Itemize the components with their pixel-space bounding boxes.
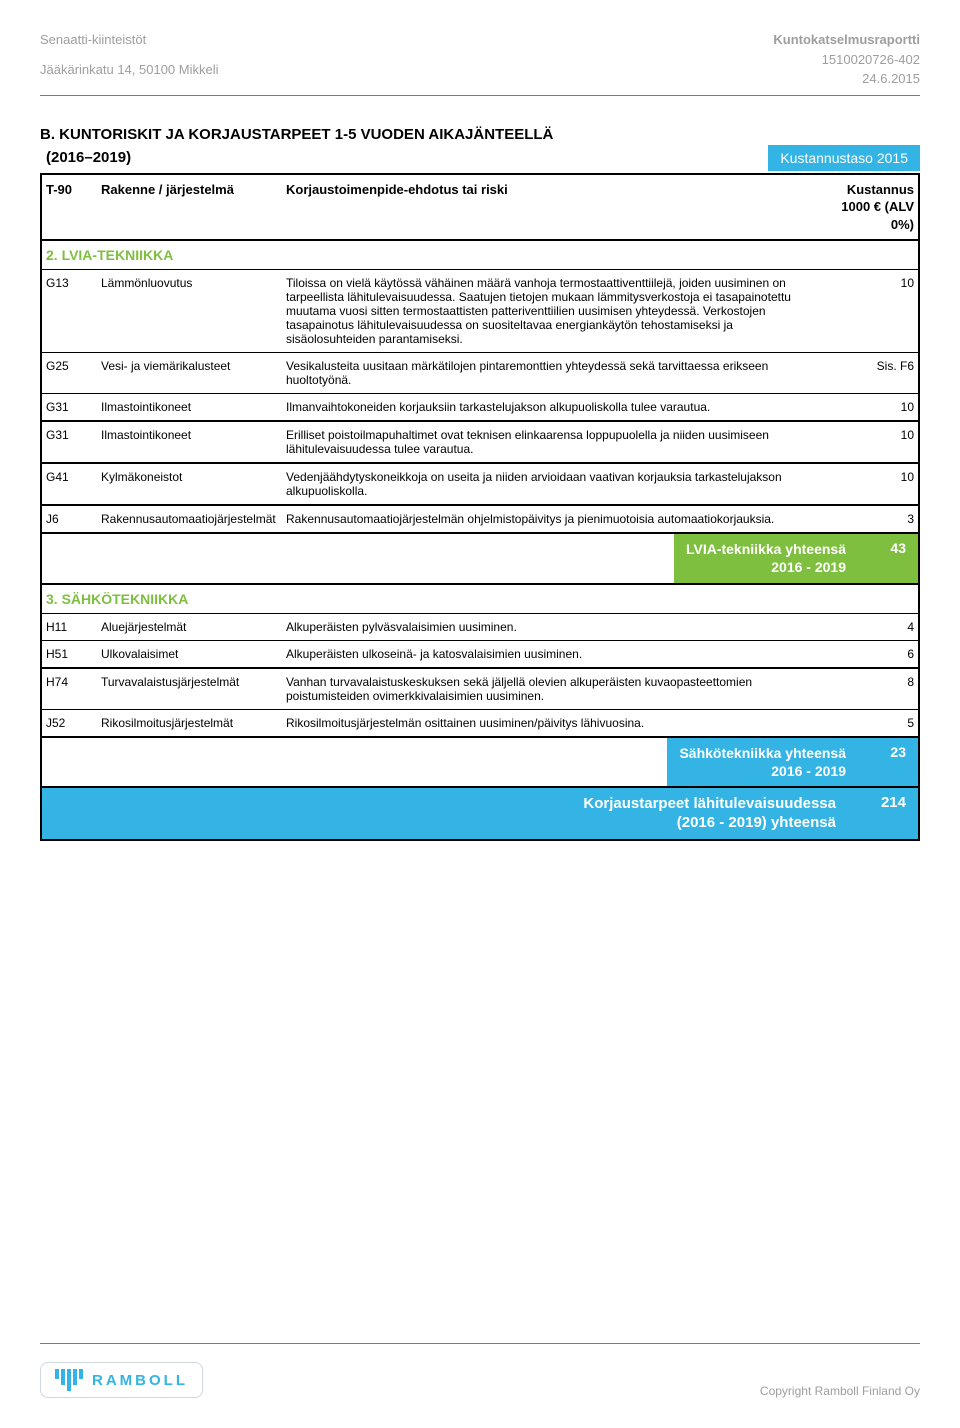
col-name-header: Rakenne / järjestelmä <box>97 175 282 240</box>
col-desc-header: Korjaustoimenpide-ehdotus tai riski <box>282 175 823 240</box>
logo-bars-icon <box>55 1369 83 1391</box>
cell-desc: Rikosilmoitusjärjestelmän osittainen uus… <box>282 710 823 736</box>
cell-code: J52 <box>42 710 97 736</box>
table-row: G31IlmastointikoneetErilliset poistoilma… <box>42 420 918 462</box>
cell-cost: 4 <box>823 614 918 640</box>
section-b-title-line1: B. KUNTORISKIT JA KORJAUSTARPEET 1-5 VUO… <box>40 124 920 145</box>
grand-total: Korjaustarpeet lähitulevaisuudessa(2016 … <box>42 786 918 839</box>
col-cost-header: Kustannus 1000 € (ALV 0%) <box>823 175 918 240</box>
table-row: J6RakennusautomaatiojärjestelmätRakennus… <box>42 504 918 532</box>
section3-subtotal-value: 23 <box>846 744 906 780</box>
page-header: Senaatti-kiinteistöt Jääkärinkatu 14, 50… <box>40 30 920 89</box>
section3-subtotal-label: Sähkötekniikka yhteensä2016 - 2019 <box>679 744 846 780</box>
header-divider <box>40 95 920 96</box>
section-b-title: B. KUNTORISKIT JA KORJAUSTARPEET 1-5 VUO… <box>40 124 920 171</box>
cell-name: Aluejärjestelmät <box>97 614 282 640</box>
cell-cost: 6 <box>823 641 918 667</box>
col-code-header: T-90 <box>42 175 97 240</box>
cell-code: H74 <box>42 669 97 709</box>
header-address: Jääkärinkatu 14, 50100 Mikkeli <box>40 60 219 80</box>
cell-name: Turvavalaistusjärjestelmät <box>97 669 282 709</box>
header-report-title: Kuntokatselmusraportti <box>773 30 920 50</box>
cell-code: G41 <box>42 464 97 504</box>
cell-desc: Vedenjäähdytyskoneikkoja on useita ja ni… <box>282 464 823 504</box>
main-table: T-90 Rakenne / järjestelmä Korjaustoimen… <box>40 173 920 841</box>
section3-subtotal: Sähkötekniikka yhteensä2016 - 2019 23 <box>42 736 918 786</box>
cell-cost: Sis. F6 <box>823 353 918 393</box>
cell-name: Kylmäkoneistot <box>97 464 282 504</box>
section2-subtotal: LVIA-tekniikka yhteensä2016 - 2019 43 <box>42 532 918 582</box>
section3-title: 3. SÄHKÖTEKNIIKKA <box>42 585 192 613</box>
cell-name: Rakennusautomaatiojärjestelmät <box>97 506 282 532</box>
section-b-period: (2016–2019) <box>40 145 768 170</box>
table-header-row: T-90 Rakenne / järjestelmä Korjaustoimen… <box>42 175 918 240</box>
table-row: G25Vesi- ja viemärikalusteetVesikalustei… <box>42 352 918 393</box>
logo-text: RAMBOLL <box>92 1372 188 1389</box>
section2-title: 2. LVIA-TEKNIIKKA <box>42 241 177 269</box>
table-row: H51UlkovalaisimetAlkuperäisten ulkoseinä… <box>42 640 918 667</box>
cell-desc: Tiloissa on vielä käytössä vähäinen määr… <box>282 270 823 352</box>
cell-code: G25 <box>42 353 97 393</box>
section2-subtotal-label: LVIA-tekniikka yhteensä2016 - 2019 <box>686 540 846 576</box>
cell-name: Lämmönluovutus <box>97 270 282 352</box>
cost-level-badge: Kustannustaso 2015 <box>768 145 920 171</box>
cell-desc: Ilmanvaihtokoneiden korjauksiin tarkaste… <box>282 394 823 420</box>
grand-total-label: Korjaustarpeet lähitulevaisuudessa(2016 … <box>583 794 836 833</box>
cell-name: Ilmastointikoneet <box>97 422 282 462</box>
section2-subtotal-value: 43 <box>846 540 906 576</box>
cell-code: H51 <box>42 641 97 667</box>
cell-code: H11 <box>42 614 97 640</box>
table-row: G13LämmönluovutusTiloissa on vielä käytö… <box>42 269 918 352</box>
cell-cost: 5 <box>823 710 918 736</box>
header-org: Senaatti-kiinteistöt <box>40 30 219 50</box>
cell-code: G31 <box>42 394 97 420</box>
cell-desc: Erilliset poistoilmapuhaltimet ovat tekn… <box>282 422 823 462</box>
cell-desc: Alkuperäisten ulkoseinä- ja katosvalaisi… <box>282 641 823 667</box>
cell-desc: Alkuperäisten pylväsvalaisimien uusimine… <box>282 614 823 640</box>
header-report-no: 1510020726-402 <box>773 50 920 70</box>
cell-cost: 8 <box>823 669 918 709</box>
cell-name: Vesi- ja viemärikalusteet <box>97 353 282 393</box>
cell-code: G31 <box>42 422 97 462</box>
cell-desc: Vesikalusteita uusitaan märkätilojen pin… <box>282 353 823 393</box>
table-row: H74TurvavalaistusjärjestelmätVanhan turv… <box>42 667 918 709</box>
copyright-text: Copyright Ramboll Finland Oy <box>760 1384 920 1398</box>
ramboll-logo: RAMBOLL <box>40 1362 203 1398</box>
section3-header-row: 3. SÄHKÖTEKNIIKKA <box>42 583 918 613</box>
cell-code: G13 <box>42 270 97 352</box>
cell-code: J6 <box>42 506 97 532</box>
cell-cost: 10 <box>823 422 918 462</box>
cell-cost: 10 <box>823 270 918 352</box>
page-footer: RAMBOLL Copyright Ramboll Finland Oy <box>40 1343 920 1398</box>
table-row: H11AluejärjestelmätAlkuperäisten pylväsv… <box>42 613 918 640</box>
cell-cost: 10 <box>823 394 918 420</box>
cell-cost: 3 <box>823 506 918 532</box>
header-date: 24.6.2015 <box>773 69 920 89</box>
cell-name: Ulkovalaisimet <box>97 641 282 667</box>
cell-desc: Vanhan turvavalaistuskeskuksen sekä jälj… <box>282 669 823 709</box>
cell-cost: 10 <box>823 464 918 504</box>
section2-header-row: 2. LVIA-TEKNIIKKA <box>42 239 918 269</box>
table-row: G31IlmastointikoneetIlmanvaihtokoneiden … <box>42 393 918 420</box>
table-row: G41KylmäkoneistotVedenjäähdytyskoneikkoj… <box>42 462 918 504</box>
grand-total-value: 214 <box>836 794 906 833</box>
cell-name: Rikosilmoitusjärjestelmät <box>97 710 282 736</box>
table-row: J52RikosilmoitusjärjestelmätRikosilmoitu… <box>42 709 918 736</box>
cell-desc: Rakennusautomaatiojärjestelmän ohjelmist… <box>282 506 823 532</box>
cell-name: Ilmastointikoneet <box>97 394 282 420</box>
